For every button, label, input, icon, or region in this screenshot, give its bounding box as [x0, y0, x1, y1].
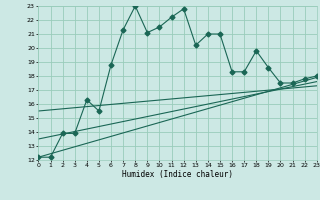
- X-axis label: Humidex (Indice chaleur): Humidex (Indice chaleur): [122, 170, 233, 179]
